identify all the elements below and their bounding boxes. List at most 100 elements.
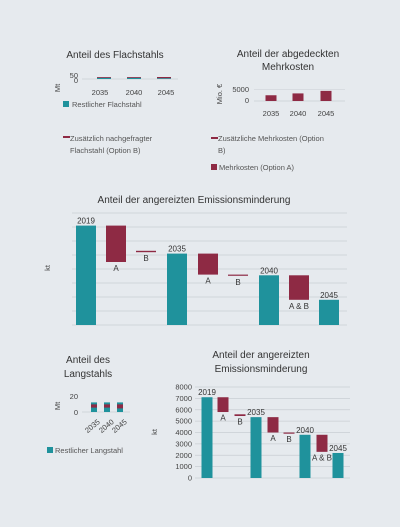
legend-swatch-mehrkosten-b — [211, 137, 218, 139]
flachstahl-ytick-50: 50 — [70, 71, 78, 80]
langstahl-bar-2035-zusaetzlich — [91, 404, 97, 408]
emission-gross-bar-2040 — [259, 275, 279, 325]
emission-klein-delta-4 — [267, 417, 279, 433]
emission-klein-bar-2019 — [201, 397, 213, 478]
flachstahl-bar-2035-restlich — [97, 77, 111, 79]
legend-mehrkosten-a: Mehrkosten (Option A) — [219, 163, 295, 172]
emission-klein-label-2040: 2040 — [296, 426, 314, 435]
flachstahl-xtick-2040: 2040 — [126, 88, 143, 97]
emission-gross-bars: 2019 A B 2035 A B 2040 A & B 2045 — [76, 217, 339, 325]
langstahl-bars — [91, 402, 123, 412]
emission-klein-ytick-6000: 6000 — [175, 405, 192, 414]
legend-mehrkosten-b-l2: B) — [218, 146, 226, 155]
mehrkosten-ylabel: Mio. € — [215, 83, 224, 104]
emission-klein-ytick-4000: 4000 — [175, 428, 192, 437]
emission-klein-ytick-1000: 1000 — [175, 462, 192, 471]
emission-klein-title-line2: Emissionsminderung — [215, 364, 308, 375]
flachstahl-bar-2040-restlich — [127, 77, 141, 79]
emission-klein-grid: 8000 7000 6000 5000 4000 3000 2000 1000 0 — [175, 383, 350, 483]
flachstahl-bar-2045-zusaetzlich — [157, 77, 171, 79]
emission-klein-title-line1: Anteil der angereizten — [212, 350, 309, 361]
emission-klein-delta-5 — [283, 432, 295, 434]
emission-gross-delta-label-1: A — [113, 264, 119, 273]
chart-emission-klein: Anteil der angereizten Emissionsminderun… — [150, 350, 350, 483]
emission-klein-bar-2035 — [250, 417, 262, 478]
emission-klein-ytick-2000: 2000 — [175, 451, 192, 460]
chart-mehrkosten: Anteil der abgedeckten Mehrkosten Mio. €… — [211, 49, 345, 172]
langstahl-ytick-20: 20 — [70, 392, 78, 401]
flachstahl-xtick-2045: 2045 — [158, 88, 175, 97]
legend-zusaetzlich-flachstahl-l2: Flachstahl (Option B) — [70, 146, 141, 155]
chart-emission-gross: Anteil der angereizten Emissionsminderun… — [43, 195, 347, 326]
mehrkosten-bar-2040 — [292, 93, 304, 101]
emission-klein-label-2035: 2035 — [247, 408, 265, 417]
emission-klein-ytick-3000: 3000 — [175, 439, 192, 448]
legend-swatch-restlicher-flachstahl — [63, 101, 69, 107]
emission-gross-delta-1 — [106, 225, 126, 262]
mehrkosten-bars — [265, 90, 332, 101]
langstahl-title-line1: Anteil des — [66, 355, 110, 366]
mehrkosten-ytick-0: 0 — [245, 96, 249, 105]
emission-gross-ylabel: kt — [43, 264, 52, 271]
flachstahl-bar-2035-zusaetzlich — [97, 77, 111, 78]
langstahl-ylabel: Mt — [53, 401, 62, 410]
flachstahl-bar-2045-restlich — [157, 78, 171, 79]
emission-gross-title: Anteil der angereizten Emissionsminderun… — [98, 195, 291, 206]
legend-swatch-restlicher-langstahl — [47, 447, 53, 453]
emission-gross-bar-2045 — [319, 299, 339, 325]
langstahl-bar-2045-zusaetzlich — [117, 404, 123, 409]
emission-klein-ytick-7000: 7000 — [175, 394, 192, 403]
legend-restlicher-flachstahl: Restlicher Flachstahl — [72, 100, 142, 109]
flachstahl-bars — [97, 77, 171, 79]
emission-gross-label-2045: 2045 — [320, 291, 338, 300]
emission-klein-ytick-8000: 8000 — [175, 383, 192, 392]
emission-gross-label-2040: 2040 — [260, 266, 278, 275]
flachstahl-xtick-2035: 2035 — [92, 88, 109, 97]
emission-gross-label-2019: 2019 — [77, 217, 95, 226]
emission-klein-delta-label-2: B — [237, 418, 242, 427]
legend-restlicher-langstahl: Restlicher Langstahl — [55, 446, 123, 455]
langstahl-ytick-0: 0 — [74, 408, 78, 417]
emission-gross-delta-label-5: B — [235, 278, 240, 287]
chart-langstahl: Anteil des Langstahls Mt 20 0 2035 2040 … — [47, 355, 130, 455]
emission-klein-delta-2 — [234, 414, 246, 417]
emission-gross-label-2035: 2035 — [168, 245, 186, 254]
langstahl-title-line2: Langstahls — [64, 369, 112, 380]
mehrkosten-xtick-2035: 2035 — [263, 109, 280, 118]
mehrkosten-ytick-5000: 5000 — [232, 85, 249, 94]
flachstahl-bar-2040-zusaetzlich — [127, 77, 141, 78]
mehrkosten-bar-2045 — [320, 90, 332, 101]
flachstahl-title: Anteil des Flachstahls — [66, 50, 163, 61]
flachstahl-ytick-0: 0 — [74, 76, 78, 85]
langstahl-bar-2040-zusaetzlich — [104, 404, 110, 408]
emission-klein-label-2019: 2019 — [198, 388, 216, 397]
emission-klein-delta-label-5: B — [286, 435, 291, 444]
emission-klein-delta-1 — [217, 397, 229, 413]
emission-gross-delta-7 — [289, 275, 309, 300]
emission-klein-ytick-5000: 5000 — [175, 417, 192, 426]
emission-gross-delta-label-2: B — [143, 254, 148, 263]
mehrkosten-xtick-2045: 2045 — [318, 109, 335, 118]
mehrkosten-title-line2: Mehrkosten — [262, 62, 314, 73]
emission-gross-bar-2019 — [76, 225, 96, 325]
legend-zusaetzlich-flachstahl-l1: Zusätzlich nachgefragter — [70, 134, 153, 143]
emission-gross-delta-4 — [198, 253, 218, 275]
emission-klein-ytick-0: 0 — [188, 474, 192, 483]
emission-klein-bar-2045 — [332, 452, 344, 478]
legend-mehrkosten-b-l1: Zusätzliche Mehrkosten (Option — [218, 134, 324, 143]
emission-gross-delta-label-4: A — [205, 277, 211, 286]
emission-gross-delta-label-7: A & B — [289, 302, 309, 311]
legend-swatch-mehrkosten-a — [211, 164, 217, 170]
mehrkosten-bar-2035 — [265, 95, 277, 101]
emission-klein-delta-label-7: A & B — [312, 453, 332, 462]
emission-klein-delta-label-4: A — [270, 434, 276, 443]
chart-flachstahl: Anteil des Flachstahls Mt 50 0 2035 2040… — [53, 50, 178, 155]
emission-gross-bar-2035 — [167, 253, 187, 325]
emission-klein-ylabel: kt — [150, 428, 159, 435]
emission-gross-delta-2 — [136, 250, 156, 253]
mehrkosten-title-line1: Anteil der abgedeckten — [237, 49, 339, 60]
mehrkosten-xtick-2040: 2040 — [290, 109, 307, 118]
emission-gross-delta-5 — [228, 274, 248, 276]
